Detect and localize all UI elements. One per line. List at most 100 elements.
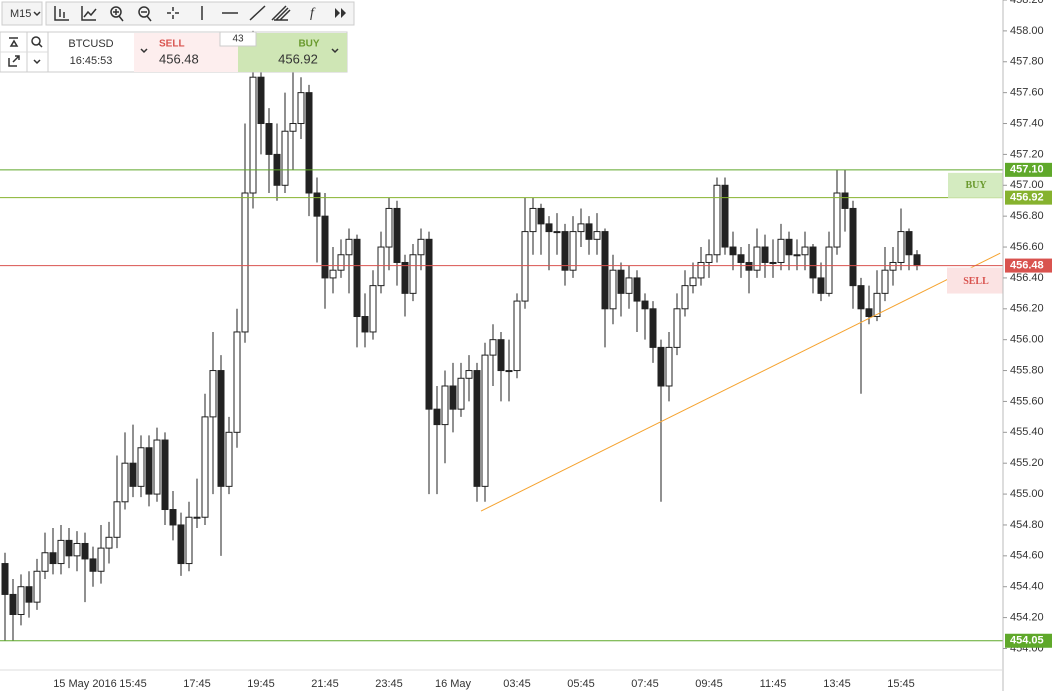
candle-body (337, 254, 345, 271)
level-label: 456.48 (1010, 259, 1044, 271)
candle-body (561, 231, 569, 271)
candle-body (497, 339, 505, 372)
candle-body (73, 542, 81, 557)
y-tick-label: 455.80 (1010, 364, 1044, 376)
candle-body (313, 192, 321, 217)
candle-body (217, 370, 225, 487)
candle-body (113, 501, 121, 538)
candle-body (161, 439, 169, 511)
candle-body (265, 123, 273, 155)
candle-body (521, 231, 529, 302)
buy-price[interactable]: 456.92 (278, 51, 318, 66)
svg-text:f: f (310, 6, 316, 21)
candle-body (817, 277, 825, 294)
level-box (1005, 633, 1052, 648)
candle-body (41, 552, 49, 572)
x-tick-label: 05:45 (567, 678, 595, 690)
candle-body (865, 308, 873, 318)
y-tick-label: 455.20 (1010, 457, 1044, 469)
candle-body (905, 231, 913, 256)
candle-body (489, 339, 497, 356)
candle-body (81, 542, 89, 560)
timeframe[interactable]: M15 (10, 8, 31, 20)
candle-body (225, 431, 233, 487)
candle-body (329, 269, 337, 279)
candle-body (121, 462, 129, 503)
spread: 43 (232, 34, 244, 45)
candle-body (897, 231, 905, 263)
candle-body (849, 207, 857, 287)
candle-body (321, 215, 329, 279)
x-tick-label: 15 May 2016 (53, 678, 117, 690)
x-tick-label: 15:45 (119, 678, 147, 690)
x-tick-label: 21:45 (311, 678, 339, 690)
candle-body (577, 223, 585, 233)
x-tick-label: 11:45 (760, 678, 787, 690)
candle-body (425, 238, 433, 410)
level-box (1005, 190, 1052, 205)
candle-body (57, 539, 65, 565)
candle-body (737, 254, 745, 263)
candle-body (537, 207, 545, 225)
candle-body (1, 563, 9, 595)
candle-body (201, 416, 209, 518)
candle-body (625, 277, 633, 294)
candle-body (209, 370, 217, 418)
y-tick-label: 457.60 (1010, 87, 1044, 99)
sell-price[interactable]: 456.48 (159, 51, 199, 66)
candle-body (649, 308, 657, 348)
candle-body (33, 570, 41, 603)
candle-body (809, 246, 817, 279)
tool-icons[interactable]: f (45, 1, 355, 26)
candle-body (513, 300, 521, 372)
level-label: 456.92 (1010, 192, 1044, 204)
candle-body (569, 231, 577, 271)
candle-body (785, 238, 793, 256)
candle-body (753, 246, 761, 271)
clock: 16:45:53 (70, 55, 113, 67)
candle-body (633, 277, 641, 302)
candle-body (233, 331, 241, 433)
candle-body (777, 238, 785, 263)
collapse-icon[interactable] (9, 37, 19, 47)
buy-tag-box (948, 172, 1003, 198)
x-tick-label: 15:45 (887, 678, 915, 690)
candle-body (713, 184, 721, 256)
buy-label[interactable]: BUY (298, 39, 319, 50)
sell-label[interactable]: SELL (159, 39, 185, 50)
candle-body (601, 231, 609, 310)
candle-body (129, 462, 137, 487)
candle-body (857, 285, 865, 310)
y-tick-label: 456.00 (1010, 334, 1044, 346)
candle-body (721, 184, 729, 248)
candle-body (825, 246, 833, 294)
level-box (1005, 258, 1052, 273)
candle-body (193, 516, 201, 519)
search-icon[interactable] (31, 36, 41, 46)
candle-body (417, 238, 425, 256)
candle-body (401, 261, 409, 294)
toolbar: M15 f (0, 0, 356, 27)
timeframe-button[interactable] (1, 1, 43, 26)
y-tick-label: 457.80 (1010, 56, 1044, 68)
candle-body (801, 246, 809, 256)
dropdown-icon (33, 11, 41, 17)
candle-body (681, 285, 689, 310)
popout-icon[interactable] (8, 55, 20, 67)
menu-icon[interactable] (33, 59, 41, 65)
candle-body (433, 408, 441, 426)
candle-body (449, 385, 457, 410)
candle-body (17, 586, 25, 616)
candle-body (353, 238, 361, 318)
candle-body (169, 509, 177, 526)
buy-tag: BUY (965, 180, 987, 191)
candle-body (689, 277, 697, 287)
x-tick-label: 13:45 (823, 678, 851, 690)
candle-body (257, 76, 265, 125)
candle-body (881, 269, 889, 294)
y-tick-label: 458.20 (1010, 0, 1044, 6)
x-tick-label: 17:45 (183, 678, 211, 690)
candle-body (89, 558, 97, 572)
candle-body (185, 516, 193, 565)
symbol: BTCUSD (68, 38, 113, 50)
